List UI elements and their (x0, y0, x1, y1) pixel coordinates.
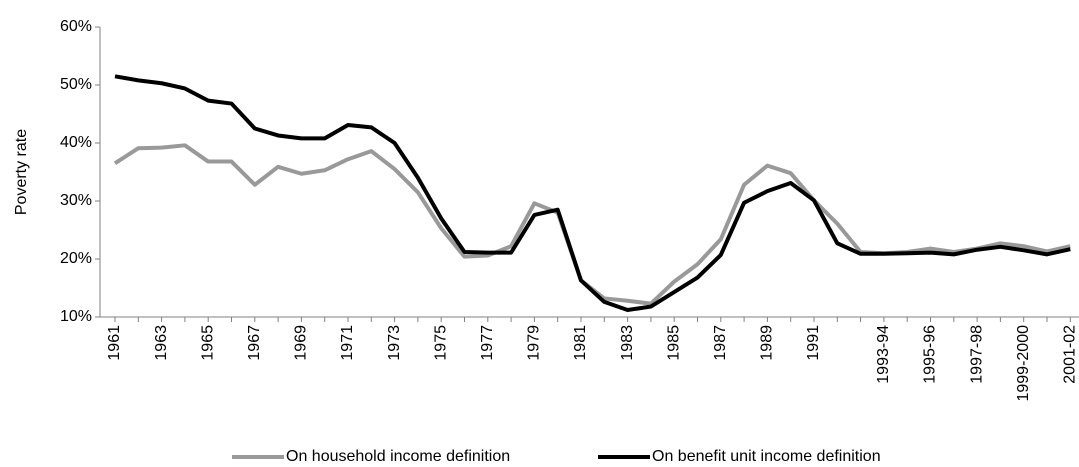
x-tick-label: 1973 (386, 325, 403, 361)
x-tick-label: 1997-98 (968, 325, 985, 384)
x-tick-label: 1977 (479, 325, 496, 361)
y-tick-label: 40% (60, 134, 92, 151)
series-line (114, 74, 1071, 313)
x-tick-label: 1971 (339, 325, 356, 361)
y-tick-label: 10% (60, 308, 92, 325)
legend-label: On benefit unit income definition (652, 448, 881, 465)
x-tick-label: 1963 (153, 325, 170, 361)
x-tick-label: 1985 (665, 325, 682, 361)
x-tick-label: 2001-02 (1062, 325, 1079, 384)
legend-label: On household income definition (286, 448, 510, 465)
y-tick-label: 50% (60, 76, 92, 93)
x-tick-label: 1995-96 (922, 325, 939, 384)
y-tick-label: 20% (60, 250, 92, 267)
y-axis-label: Poverty rate (13, 129, 30, 215)
series-line (113, 143, 1071, 306)
x-tick-label: 1965 (199, 325, 216, 361)
x-tick-label: 1983 (619, 325, 636, 361)
x-tick-label: 1975 (432, 325, 449, 361)
y-tick-label: 30% (60, 192, 92, 209)
x-tick-label: 1987 (712, 325, 729, 361)
x-tick-label: 1979 (526, 325, 543, 361)
y-tick-label: 60% (60, 18, 92, 35)
x-tick-label: 1993-94 (875, 325, 892, 384)
x-tick-label: 1967 (246, 325, 263, 361)
x-tick-label: 1981 (572, 325, 589, 361)
x-tick-label: 1991 (805, 325, 822, 361)
x-tick-label: 1961 (106, 325, 123, 361)
x-tick-label: 1999-2000 (1015, 325, 1032, 402)
x-tick-label: 1989 (759, 325, 776, 361)
x-tick-label: 1969 (293, 325, 310, 361)
